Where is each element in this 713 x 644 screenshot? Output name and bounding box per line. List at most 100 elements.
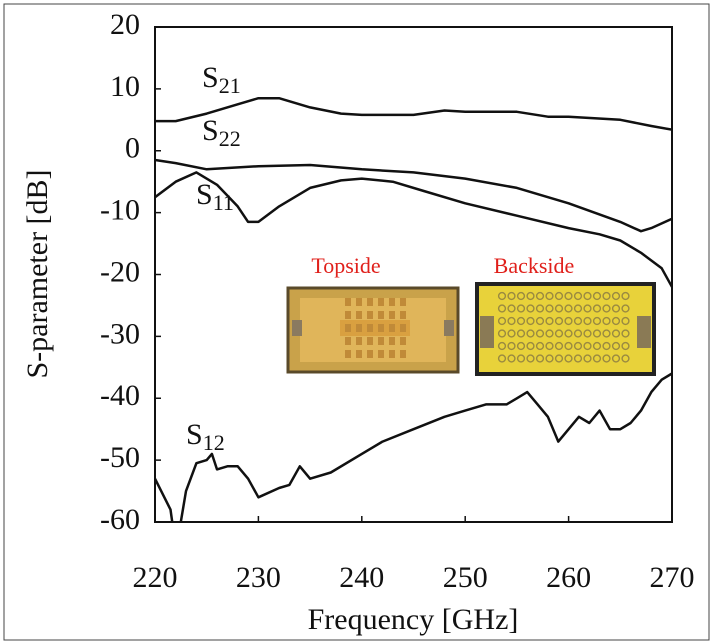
inset-via	[573, 354, 583, 363]
inset-via	[602, 354, 611, 363]
inset-pad	[356, 350, 362, 358]
inset-via	[583, 329, 592, 338]
inset-via	[592, 304, 602, 313]
inset-via	[497, 304, 507, 313]
y-tick-label: -60	[100, 503, 140, 536]
y-tick-label: -40	[100, 379, 140, 412]
series-label-base: S	[196, 178, 213, 211]
series-label-sub: 12	[203, 430, 225, 455]
inset-label: Backside	[494, 253, 575, 278]
inset-via	[602, 329, 611, 338]
inset-via	[564, 354, 573, 363]
inset-pad	[345, 324, 351, 332]
inset-via	[497, 291, 507, 301]
series-line	[155, 158, 672, 233]
x-tick-label: 230	[236, 561, 281, 594]
y-tick-label: -20	[100, 255, 140, 288]
inset-via	[573, 304, 583, 313]
x-tick-label: 240	[339, 561, 384, 594]
series-line	[155, 372, 672, 522]
x-tick-label: 250	[443, 561, 488, 594]
inset-pad	[367, 350, 373, 358]
inset-via	[507, 316, 516, 326]
inset-pad	[389, 311, 395, 319]
inset-via	[545, 304, 554, 313]
inset-pad	[356, 298, 362, 306]
inset-via	[592, 316, 602, 326]
series-label-sub: 22	[219, 126, 241, 151]
inset-pad	[400, 311, 406, 319]
inset-via	[535, 354, 545, 363]
inset-via	[611, 316, 621, 326]
series-label-base: S	[202, 61, 219, 94]
series-line	[155, 171, 672, 288]
inset-via	[535, 304, 545, 313]
inset-via	[602, 316, 611, 326]
inset-via	[526, 329, 535, 338]
inset-via	[497, 316, 507, 326]
inset-via	[535, 316, 545, 326]
inset-via	[526, 341, 535, 351]
y-tick-label: 10	[110, 70, 140, 103]
series-label-sub: 21	[219, 73, 241, 98]
inset-via	[583, 316, 592, 326]
inset-pad	[389, 298, 395, 306]
inset-via	[611, 329, 621, 338]
inset-via	[516, 316, 526, 326]
plot-area	[155, 96, 672, 522]
inset-pad	[378, 337, 384, 345]
inset-via	[592, 354, 602, 363]
inset-via	[516, 329, 526, 338]
inset-pad	[389, 350, 395, 358]
inset-via	[564, 341, 573, 351]
inset-pad	[345, 350, 351, 358]
x-tick-label: 260	[546, 561, 591, 594]
inset-via	[573, 341, 583, 351]
inset-via	[621, 304, 630, 313]
inset-pad	[356, 324, 362, 332]
inset-pad	[345, 311, 351, 319]
inset-pad	[367, 298, 373, 306]
inset-pad	[356, 311, 362, 319]
inset-via	[602, 341, 611, 351]
inset-via	[507, 291, 516, 301]
inset-via	[573, 291, 583, 301]
inset-via	[602, 304, 611, 313]
x-axis-label: Frequency [GHz]	[308, 603, 519, 636]
inset-via	[516, 354, 526, 363]
series-label: S22	[202, 114, 241, 151]
inset-via	[592, 329, 602, 338]
inset-pad	[367, 311, 373, 319]
inset-via	[583, 341, 592, 351]
inset-via	[554, 316, 564, 326]
inset-via	[564, 316, 573, 326]
inset-via	[526, 291, 535, 301]
inset-via	[545, 316, 554, 326]
inset-via	[621, 341, 630, 351]
inset-via	[516, 341, 526, 351]
inset-via	[554, 304, 564, 313]
series-label: S11	[196, 178, 234, 215]
series-label-base: S	[186, 418, 203, 451]
inset-pad	[378, 324, 384, 332]
inset-via	[602, 291, 611, 301]
inset-via	[535, 329, 545, 338]
y-tick-label: -30	[100, 317, 140, 350]
inset-via	[526, 304, 535, 313]
frame	[3, 3, 710, 641]
inset-via	[497, 341, 507, 351]
series-label-base: S	[202, 114, 219, 147]
inset-via	[583, 304, 592, 313]
inset-pad	[389, 337, 395, 345]
inset-via	[621, 291, 630, 301]
inset-via	[611, 304, 621, 313]
y-tick-label: -10	[100, 194, 140, 227]
inset-pad	[400, 298, 406, 306]
inset-pad	[378, 350, 384, 358]
inset-via	[554, 291, 564, 301]
inset-via	[564, 329, 573, 338]
y-tick-label: -50	[100, 441, 140, 474]
inset-pad	[367, 337, 373, 345]
inset-pad	[345, 337, 351, 345]
